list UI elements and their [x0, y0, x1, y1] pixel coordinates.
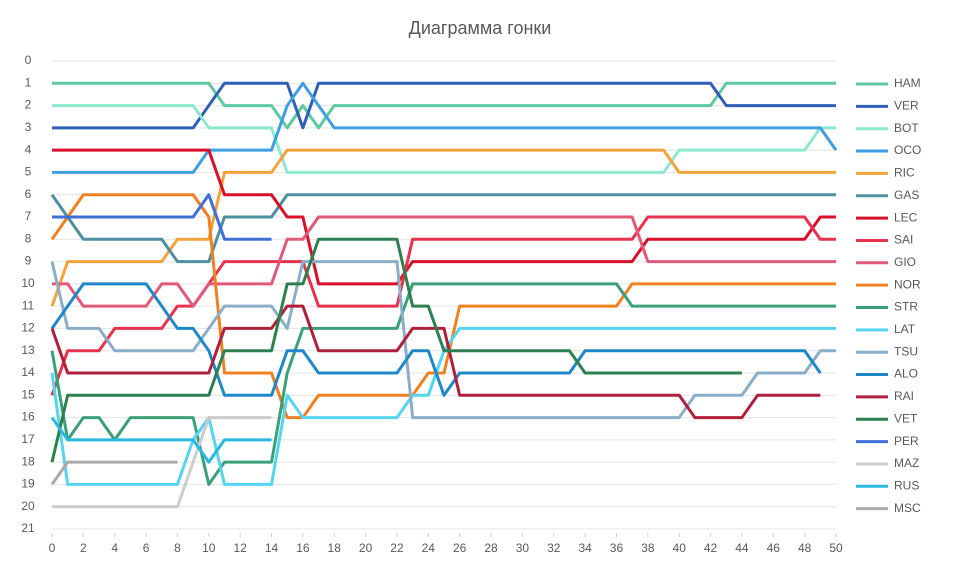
y-tick-label: 8	[25, 231, 32, 245]
x-tick-label: 10	[202, 541, 216, 555]
x-tick-label: 26	[453, 541, 467, 555]
y-tick-label: 1	[25, 75, 32, 89]
series-line	[50, 282, 836, 486]
chart-title: Диаграмма гонки	[409, 18, 552, 38]
legend-label: OCO	[894, 143, 921, 157]
legend-label: VET	[894, 411, 918, 425]
series-line	[50, 193, 836, 420]
x-tick-label: 18	[328, 541, 342, 555]
y-tick-label: 3	[25, 120, 32, 134]
series-line	[52, 148, 836, 286]
y-tick-label: 13	[21, 343, 35, 357]
legend-label: LAT	[894, 322, 916, 336]
series-line	[52, 416, 272, 509]
series-line	[50, 215, 836, 396]
y-tick-label: 12	[21, 321, 35, 335]
series-line	[50, 282, 822, 397]
y-tick-label: 5	[25, 165, 32, 179]
x-tick-label: 22	[390, 541, 404, 555]
series-line	[50, 260, 836, 420]
x-tick-label: 42	[704, 541, 718, 555]
series-line	[50, 148, 836, 307]
y-tick-label: 14	[21, 365, 35, 379]
x-tick-label: 38	[641, 541, 655, 555]
x-tick-label: 46	[767, 541, 781, 555]
y-tick-label: 18	[21, 454, 35, 468]
legend-label: NOR	[894, 277, 921, 291]
legend-label: RUS	[894, 478, 919, 492]
y-tick-label: 6	[25, 187, 32, 201]
legend-label: MAZ	[894, 456, 919, 470]
y-tick-label: 7	[25, 209, 32, 223]
series-line	[52, 104, 836, 174]
y-tick-label: 19	[21, 477, 35, 491]
series-line	[50, 193, 836, 264]
x-tick-label: 12	[233, 541, 247, 555]
x-tick-label: 44	[735, 541, 749, 555]
y-tick-label: 10	[21, 276, 35, 290]
y-tick-label: 16	[21, 410, 35, 424]
series-line	[52, 81, 838, 174]
x-tick-label: 2	[80, 541, 87, 555]
x-tick-label: 30	[516, 541, 530, 555]
x-tick-label: 50	[829, 541, 843, 555]
x-tick-label: 28	[484, 541, 498, 555]
legend-label: RAI	[894, 389, 914, 403]
series-line	[50, 460, 178, 486]
x-tick-label: 24	[422, 541, 436, 555]
legend-label: BOT	[894, 121, 919, 135]
x-tick-label: 20	[359, 541, 373, 555]
series-line	[52, 81, 836, 130]
legend-label: GAS	[894, 188, 919, 202]
legend-label: RIC	[894, 166, 915, 180]
y-tick-label: 17	[21, 432, 35, 446]
y-tick-label: 15	[21, 387, 35, 401]
series-line	[52, 193, 272, 241]
y-tick-label: 20	[21, 499, 35, 513]
x-tick-label: 32	[547, 541, 561, 555]
y-tick-label: 21	[21, 521, 35, 535]
series-line	[52, 81, 836, 130]
legend-label: TSU	[894, 344, 918, 358]
y-tick-label: 9	[25, 254, 32, 268]
legend-label: ALO	[894, 367, 918, 381]
legend-label: MSC	[894, 501, 921, 515]
legend-label: HAM	[894, 76, 921, 90]
series-line	[52, 215, 836, 308]
x-tick-label: 16	[296, 541, 310, 555]
legend-label: SAI	[894, 233, 913, 247]
series-line	[50, 237, 742, 463]
x-tick-label: 4	[111, 541, 118, 555]
x-tick-label: 8	[174, 541, 181, 555]
x-tick-label: 14	[265, 541, 279, 555]
y-tick-label: 0	[25, 53, 32, 67]
x-tick-label: 34	[578, 541, 592, 555]
x-tick-label: 6	[143, 541, 150, 555]
y-tick-label: 4	[25, 142, 32, 156]
x-tick-label: 40	[673, 541, 687, 555]
x-tick-label: 36	[610, 541, 624, 555]
legend-label: GIO	[894, 255, 916, 269]
y-tick-label: 11	[22, 298, 35, 312]
x-tick-label: 48	[798, 541, 812, 555]
legend-label: STR	[894, 300, 918, 314]
legend-label: VER	[894, 99, 919, 113]
series-line	[50, 416, 272, 464]
y-tick-label: 2	[25, 98, 32, 112]
x-tick-label: 0	[49, 541, 56, 555]
legend-label: PER	[894, 434, 919, 448]
legend-label: LEC	[894, 210, 918, 224]
